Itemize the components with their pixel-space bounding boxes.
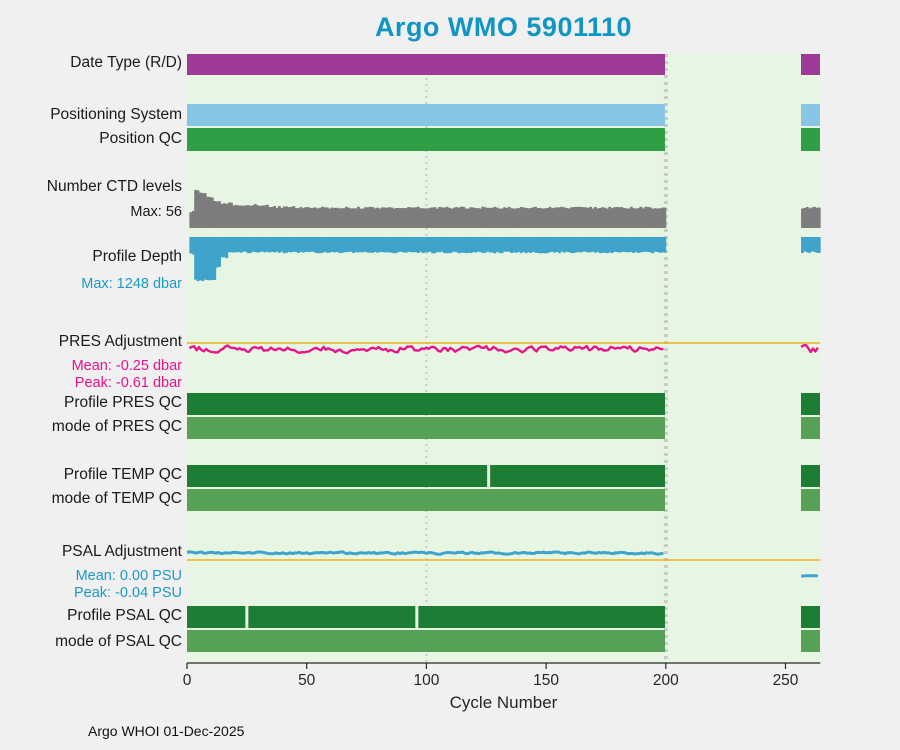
psal-mean-value: Mean: 0.00 PSU <box>75 568 182 584</box>
pres-peak-value: Peak: -0.61 dbar <box>74 375 182 391</box>
psal-peak-value: Peak: -0.04 PSU <box>74 585 182 601</box>
row-label-profile-depth: Profile Depth <box>92 248 182 265</box>
row-label-profile-psal-qc: Profile PSAL QC <box>67 607 182 624</box>
x-tick-label: 200 <box>652 672 679 689</box>
x-tick-label: 0 <box>182 672 192 689</box>
row-label-ctd-levels: Number CTD levels <box>46 178 182 195</box>
footer-note: Argo WHOI 01-Dec-2025 <box>88 723 245 739</box>
page-title: Argo WMO 5901110 <box>374 12 633 42</box>
row-label-psal-adjustment: PSAL Adjustment <box>61 543 182 560</box>
row-label-mode-pres-qc: mode of PRES QC <box>51 418 182 435</box>
row-label-profile-temp-qc: Profile TEMP QC <box>63 466 182 483</box>
ctd-max-value: Max: 56 <box>130 204 182 220</box>
x-tick-label: 150 <box>533 672 560 689</box>
row-label-mode-psal-qc: mode of PSAL QC <box>55 633 182 650</box>
row-label-pres-adjustment: PRES Adjustment <box>58 333 182 350</box>
row-label-positioning-system: Positioning System <box>50 106 182 123</box>
row-label-profile-pres-qc: Profile PRES QC <box>63 394 182 411</box>
x-tick-label: 50 <box>298 672 316 689</box>
x-axis-label: Cycle Number <box>449 693 558 712</box>
row-label-mode-temp-qc: mode of TEMP QC <box>51 490 182 507</box>
depth-max-value: Max: 1248 dbar <box>81 276 182 292</box>
pres-mean-value: Mean: -0.25 dbar <box>71 358 182 374</box>
row-label-position-qc: Position QC <box>99 130 182 147</box>
row-label-date-type: Date Type (R/D) <box>70 54 182 71</box>
x-tick-label: 250 <box>772 672 799 689</box>
x-tick-label: 100 <box>413 672 440 689</box>
